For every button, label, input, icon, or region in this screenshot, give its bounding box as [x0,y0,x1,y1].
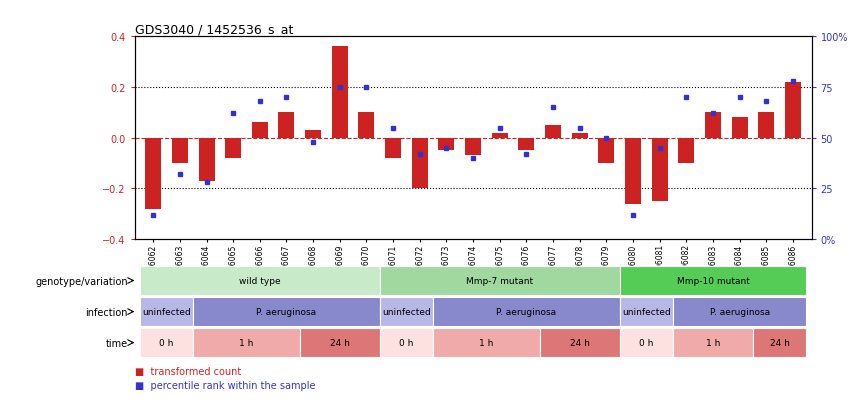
Bar [625,138,641,204]
Text: 1 h: 1 h [240,338,253,347]
Bar [140,328,194,357]
Bar [252,123,268,138]
Bar [299,328,380,357]
Text: uninfected: uninfected [142,307,191,316]
Text: uninfected: uninfected [382,307,431,316]
Bar [598,138,615,164]
Bar [785,83,801,138]
Text: 0 h: 0 h [160,338,174,347]
Bar [140,297,194,326]
Bar [358,113,374,138]
Bar [759,113,774,138]
Bar [673,328,753,357]
Text: 1 h: 1 h [706,338,720,347]
Bar [572,133,588,138]
Bar [620,266,806,295]
Bar [385,138,401,159]
Text: uninfected: uninfected [622,307,671,316]
Bar [540,328,620,357]
Bar [172,138,187,164]
Bar [620,328,673,357]
Text: 24 h: 24 h [569,338,589,347]
Bar [652,138,667,202]
Bar [518,138,535,151]
Text: ■  transformed count: ■ transformed count [135,366,240,376]
Text: P. aeruginosa: P. aeruginosa [256,307,317,316]
Text: time: time [106,338,128,348]
Text: Mmp-7 mutant: Mmp-7 mutant [466,276,533,285]
Bar [620,297,673,326]
Bar [332,47,348,138]
Bar [433,297,620,326]
Text: GDS3040 / 1452536_s_at: GDS3040 / 1452536_s_at [135,23,293,36]
Bar [465,138,481,156]
Bar [380,266,620,295]
Bar [145,138,161,209]
Bar [199,138,214,181]
Bar [705,113,721,138]
Text: infection: infection [85,307,128,317]
Bar [279,113,294,138]
Text: ■  percentile rank within the sample: ■ percentile rank within the sample [135,380,315,390]
Bar [194,328,299,357]
Bar [673,297,806,326]
Text: 0 h: 0 h [399,338,414,347]
Bar [225,138,241,159]
Bar [545,126,561,138]
Text: P. aeruginosa: P. aeruginosa [709,307,770,316]
Bar [438,138,455,151]
Text: genotype/variation: genotype/variation [35,276,128,286]
Text: 1 h: 1 h [479,338,494,347]
Text: 24 h: 24 h [330,338,350,347]
Bar [433,328,540,357]
Text: P. aeruginosa: P. aeruginosa [496,307,556,316]
Text: 0 h: 0 h [639,338,654,347]
Bar [753,328,806,357]
Text: 24 h: 24 h [770,338,790,347]
Bar [491,133,508,138]
Bar [306,131,321,138]
Bar [678,138,694,164]
Text: Mmp-10 mutant: Mmp-10 mutant [676,276,749,285]
Bar [194,297,380,326]
Bar [411,138,428,189]
Bar [380,328,433,357]
Bar [732,118,747,138]
Bar [380,297,433,326]
Bar [140,266,380,295]
Text: wild type: wild type [239,276,280,285]
